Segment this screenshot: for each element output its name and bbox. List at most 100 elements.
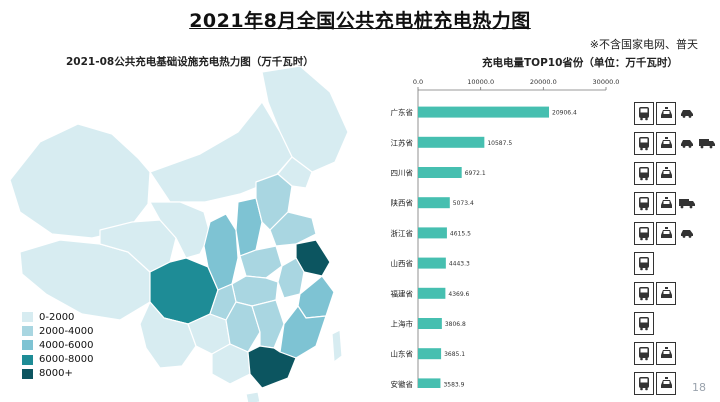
bar: [418, 348, 442, 360]
bus-icon: [634, 161, 654, 185]
bar-value-label: 4443.3: [449, 261, 470, 268]
region-xinjiang: [9, 123, 151, 239]
bus-icon: [634, 191, 654, 215]
legend-label: 8000+: [39, 368, 73, 380]
x-tick-label: 20000.0: [530, 78, 557, 86]
taxi-icon: [656, 131, 676, 155]
page-number: 18: [692, 381, 706, 394]
bar-value-label: 5073.4: [453, 200, 474, 207]
taxi-icon: [656, 191, 676, 215]
category-label: 广东省: [391, 107, 414, 117]
legend-item: 0-2000: [22, 310, 94, 324]
vehicle-icon-row: [634, 368, 718, 398]
x-tick-label: 30000.0: [593, 78, 620, 86]
legend-swatch: [22, 326, 33, 337]
bar-value-label: 10587.5: [487, 140, 512, 147]
bus-icon: [634, 101, 654, 125]
legend-item: 8000+: [22, 367, 94, 381]
region-guangdong: [247, 345, 297, 389]
category-label: 陕西省: [391, 198, 414, 208]
page-title: 2021年8月全国公共充电桩充电热力图: [189, 10, 531, 32]
bar: [418, 106, 550, 118]
x-tick-label: 0.0: [413, 78, 423, 86]
bar: [418, 287, 446, 299]
bar: [418, 318, 442, 329]
bus-icon: [634, 371, 654, 395]
vehicle-icon-column: [634, 98, 718, 398]
vehicle-icon-row: [634, 248, 718, 278]
bar-value-label: 3806.8: [445, 321, 466, 328]
bar: [418, 257, 446, 269]
truck-icon: [698, 133, 716, 154]
legend-swatch: [22, 312, 33, 323]
category-label: 福建省: [391, 288, 414, 298]
vehicle-icon-row: [634, 128, 718, 158]
category-label: 江苏省: [391, 137, 414, 147]
taxi-icon: [656, 101, 676, 125]
bar-value-label: 4615.5: [450, 230, 471, 237]
map-legend: 0-2000 2000-4000 4000-6000 6000-8000 800…: [22, 310, 94, 381]
legend-item: 4000-6000: [22, 338, 94, 352]
bar: [418, 227, 447, 239]
legend-label: 6000-8000: [39, 354, 94, 366]
vehicle-icon-row: [634, 188, 718, 218]
vehicle-icon-row: [634, 218, 718, 248]
vehicle-icon-row: [634, 308, 718, 338]
region-yunnan: [139, 301, 197, 369]
car-icon: [678, 103, 696, 124]
x-tick-label: 10000.0: [467, 78, 494, 86]
taxi-icon: [656, 371, 676, 395]
legend-item: 2000-4000: [22, 324, 94, 338]
region-northeast: [261, 65, 349, 173]
taxi-icon: [656, 221, 676, 245]
legend-label: 2000-4000: [39, 325, 94, 337]
taxi-icon: [656, 341, 676, 365]
bus-icon: [634, 221, 654, 245]
taxi-icon: [656, 281, 676, 305]
legend-swatch: [22, 354, 33, 365]
category-label: 山西省: [391, 258, 414, 268]
bar: [418, 167, 462, 178]
bar: [418, 378, 441, 388]
taxi-icon: [656, 161, 676, 185]
legend-swatch: [22, 368, 33, 379]
map-title: 2021-08公共充电基础设施充电热力图（万千瓦时）: [66, 56, 314, 68]
bus-icon: [634, 131, 654, 155]
vehicle-icon-row: [634, 98, 718, 128]
region-hainan: [245, 391, 261, 402]
bar-value-label: 4369.6: [448, 291, 469, 298]
bus-icon: [634, 311, 654, 335]
truck-icon: [678, 193, 696, 214]
vehicle-icon-row: [634, 278, 718, 308]
vehicle-icon-row: [634, 338, 718, 368]
bar-value-label: 20906.4: [552, 110, 577, 117]
category-label: 上海市: [391, 319, 414, 329]
legend-swatch: [22, 340, 33, 351]
legend-label: 0-2000: [39, 311, 75, 323]
category-label: 四川省: [391, 168, 414, 178]
region-taiwan: [331, 329, 343, 363]
legend-label: 4000-6000: [39, 339, 94, 351]
vehicle-icon-row: [634, 158, 718, 188]
car-icon: [678, 223, 696, 244]
category-label: 安徽省: [391, 379, 414, 388]
category-label: 浙江省: [391, 228, 414, 238]
legend-item: 6000-8000: [22, 353, 94, 367]
top10-bar-chart: 0.0 10000.0 20000.0 30000.0 广东省 20906.4 江苏省 105…: [391, 78, 620, 388]
region-gansu: [149, 201, 211, 259]
bar-value-label: 6972.1: [465, 170, 486, 177]
bar: [418, 136, 485, 148]
car-icon: [678, 133, 696, 154]
bus-icon: [634, 341, 654, 365]
china-heat-map: [9, 65, 349, 402]
exclusion-note: ※不含国家电网、普天: [589, 38, 698, 51]
bar-value-label: 3583.9: [443, 381, 464, 388]
region-zhejiang: [297, 275, 335, 319]
bus-icon: [634, 281, 654, 305]
bar-chart-title: 充电电量TOP10省份（单位：万千瓦时）: [482, 57, 678, 69]
bus-icon: [634, 251, 654, 275]
bar-value-label: 3685.1: [444, 351, 465, 358]
region-liaoning: [277, 156, 313, 189]
category-label: 山东省: [391, 349, 414, 359]
bar: [418, 197, 450, 209]
